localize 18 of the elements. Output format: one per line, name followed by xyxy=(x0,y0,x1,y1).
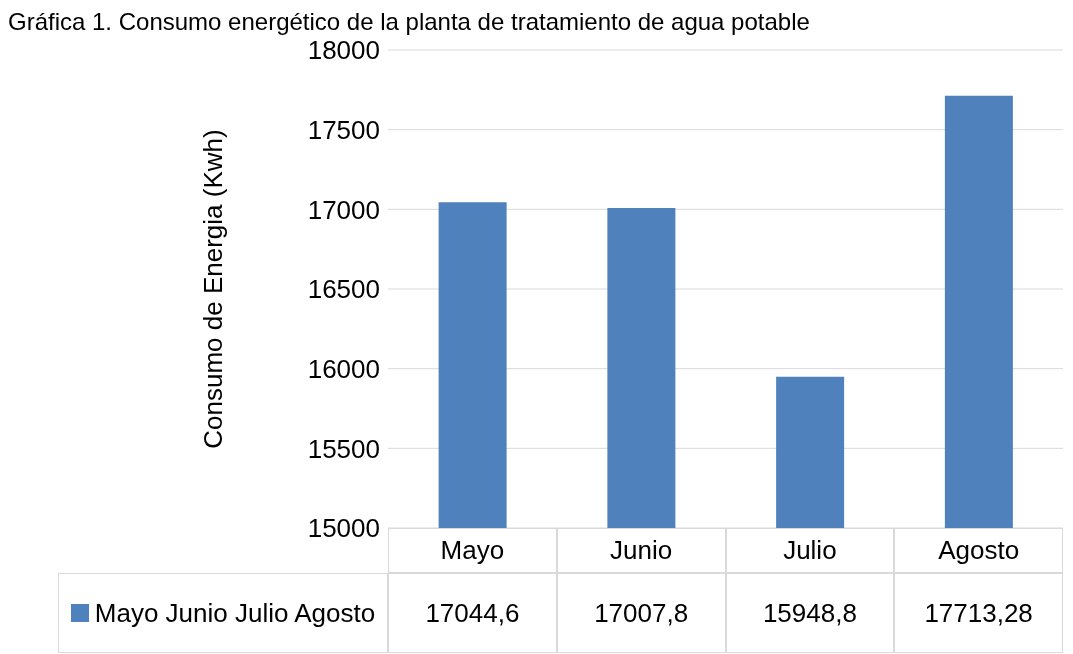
y-tick-label: 17000 xyxy=(307,194,380,225)
y-tick-label: 16000 xyxy=(307,353,380,384)
data-label: 17713,28 xyxy=(894,573,1063,653)
data-label: 17007,8 xyxy=(556,573,726,653)
y-tick-label: 17500 xyxy=(307,114,380,145)
chart-title: Gráfica 1. Consumo energético de la planta de tratamiento de agua potable xyxy=(8,8,810,35)
y-tick-label: 15500 xyxy=(307,433,380,464)
y-axis-title: Consumo de Energia (Kwh) xyxy=(198,129,229,449)
y-tick-label: 16500 xyxy=(307,274,380,305)
y-tick-label: 18000 xyxy=(307,35,380,66)
y-tick-label: 15000 xyxy=(307,513,380,544)
data-label: 17044,6 xyxy=(388,573,557,653)
x-tick-label: Mayo xyxy=(388,528,557,573)
x-tick-label: Junio xyxy=(556,528,726,573)
x-tick-label: Agosto xyxy=(894,528,1063,573)
x-tick-label: Julio xyxy=(725,528,895,573)
legend-label: Mayo Junio Julio Agosto xyxy=(93,598,376,628)
data-label: 15948,8 xyxy=(725,573,895,653)
